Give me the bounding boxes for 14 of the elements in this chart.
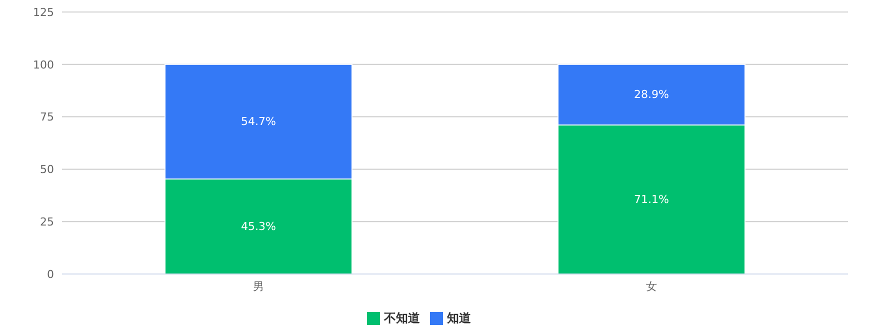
legend-label: 知道 bbox=[447, 311, 471, 325]
y-tick-label: 25 bbox=[40, 216, 54, 229]
data-label: 71.1% bbox=[634, 192, 669, 206]
legend-label: 不知道 bbox=[384, 311, 420, 325]
y-tick-label: 75 bbox=[40, 110, 54, 124]
y-tick-label: 125 bbox=[33, 6, 54, 19]
data-label: 28.9% bbox=[634, 88, 669, 102]
x-tick-label: 女 bbox=[646, 280, 657, 293]
y-tick-label: 0 bbox=[47, 268, 54, 281]
y-tick-label: 100 bbox=[33, 58, 54, 72]
data-label: 45.3% bbox=[241, 220, 276, 234]
data-label: 54.7% bbox=[241, 115, 276, 128]
y-tick-label: 50 bbox=[40, 163, 54, 176]
x-tick-label: 男 bbox=[253, 280, 264, 293]
